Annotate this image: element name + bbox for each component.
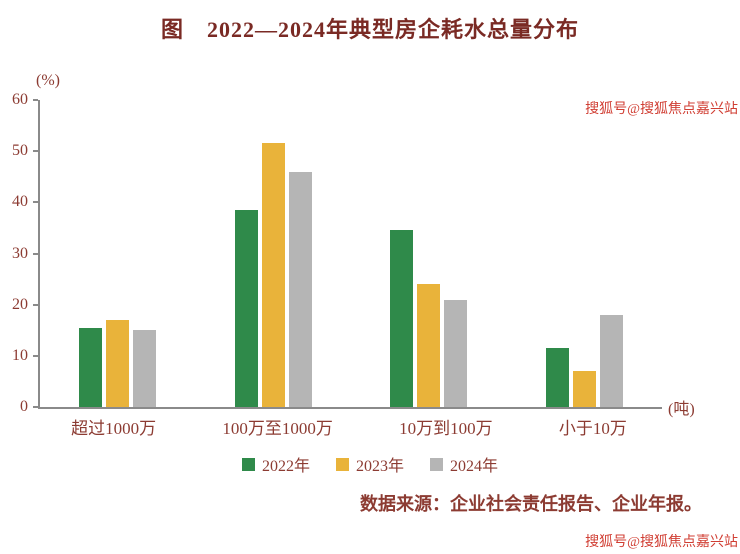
y-tick-label-40: 40 <box>12 193 28 211</box>
bar-2024年-10万到100万 <box>444 300 468 407</box>
bar-group-1 <box>79 320 157 407</box>
legend-item-2024年: 2024年 <box>430 452 498 476</box>
x-axis-unit-label: (吨) <box>668 401 695 418</box>
bar-2023年-超过1000万 <box>106 320 130 407</box>
bar-group-4 <box>545 315 623 407</box>
y-axis-unit-label: (%) <box>36 72 60 89</box>
bar-2023年-100万至1000万 <box>261 143 285 407</box>
x-category-label-2: 100万至1000万 <box>222 419 333 438</box>
legend-label: 2023年 <box>355 458 404 475</box>
x-category-label-3: 10万到100万 <box>399 419 493 438</box>
bar-2022年-10万到100万 <box>390 230 414 407</box>
legend-swatch <box>335 457 349 471</box>
legend-swatch <box>430 457 443 471</box>
watermark-top: 搜狐号@搜狐焦点嘉兴站 <box>585 102 738 117</box>
bar-group-2 <box>234 143 312 407</box>
bar-2022年-小于10万 <box>545 348 569 407</box>
bar-2022年-超过1000万 <box>79 328 103 407</box>
bar-group-3 <box>390 230 468 407</box>
legend-label: 2024年 <box>450 458 499 475</box>
y-tick-mark <box>33 303 38 306</box>
watermark-bottom: 搜狐号@搜狐焦点嘉兴站 <box>585 535 738 550</box>
y-tick-label-50: 50 <box>12 142 28 160</box>
legend: 2022年 2023年 2024年 <box>0 452 740 476</box>
x-category-label-1: 超过1000万 <box>71 419 157 438</box>
bar-2024年-小于10万 <box>599 315 623 407</box>
bar-2024年-超过1000万 <box>133 330 157 407</box>
y-tick-mark <box>33 201 38 204</box>
legend-item-2023年: 2023年 <box>335 452 404 476</box>
y-tick-mark <box>33 252 38 255</box>
bar-2022年-100万至1000万 <box>234 210 258 407</box>
x-axis-labels: 超过1000万 100万至1000万 10万到100万 小于10万 <box>38 414 660 439</box>
data-source-note: 数据来源：企业社会责任报告、企业年报。 <box>360 494 702 514</box>
y-tick-mark <box>33 150 38 153</box>
y-tick-mark <box>33 354 38 357</box>
legend-item-2022年: 2022年 <box>241 452 310 476</box>
bar-2023年-小于10万 <box>572 371 596 407</box>
y-tick-label-20: 20 <box>12 295 28 313</box>
legend-label: 2022年 <box>261 458 310 475</box>
y-tick-label-60: 60 <box>12 91 28 108</box>
bar-2024年-100万至1000万 <box>288 172 312 407</box>
y-tick-label-30: 30 <box>12 244 28 262</box>
y-tick-label-10: 10 <box>12 346 28 364</box>
legend-swatch <box>241 457 255 471</box>
plot-area <box>38 100 662 409</box>
y-axis: 0 10 20 30 40 50 60 <box>0 91 38 415</box>
y-tick-label-0: 0 <box>20 398 28 415</box>
x-category-label-4: 小于10万 <box>558 419 627 438</box>
chart-title: 图 2022—2024年典型房企耗水总量分布 <box>160 17 579 42</box>
bar-2023年-10万到100万 <box>417 284 441 407</box>
y-tick-mark <box>33 406 38 408</box>
y-tick-mark <box>33 99 38 101</box>
